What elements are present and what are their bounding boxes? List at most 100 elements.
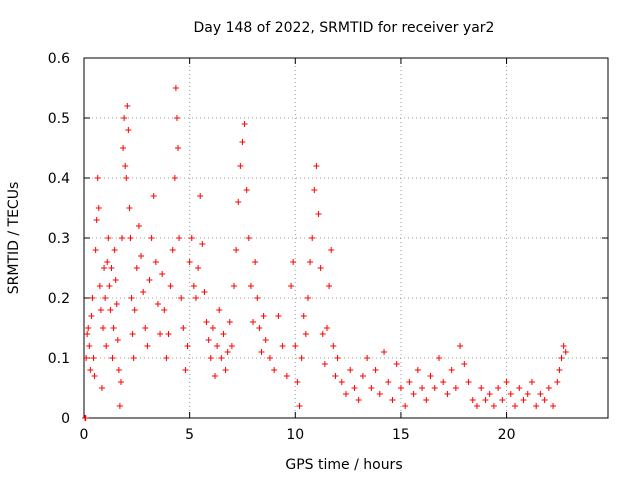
data-point [133, 265, 140, 271]
data-point [102, 295, 109, 301]
data-point [192, 295, 199, 301]
data-point [117, 379, 124, 385]
data-point [359, 373, 366, 379]
data-point [112, 277, 119, 283]
data-point [402, 403, 409, 409]
data-point [465, 379, 472, 385]
data-point [330, 343, 337, 349]
data-point [545, 385, 552, 391]
data-point [503, 379, 510, 385]
data-point [176, 235, 183, 241]
data-point [252, 259, 259, 265]
data-point [172, 85, 179, 91]
data-point [131, 307, 138, 313]
data-point [376, 391, 383, 397]
data-point [173, 115, 180, 121]
data-point [104, 259, 111, 265]
data-point [108, 265, 115, 271]
data-point [440, 379, 447, 385]
data-point [423, 397, 430, 403]
x-tick-label: 0 [80, 427, 89, 443]
data-point [157, 331, 164, 337]
data-point [82, 415, 89, 421]
data-point [266, 355, 273, 361]
data-point [499, 397, 506, 403]
data-point [516, 385, 523, 391]
data-point [135, 223, 142, 229]
data-point [235, 199, 242, 205]
data-point [397, 385, 404, 391]
data-point [372, 367, 379, 373]
y-tick-label: 0.4 [48, 171, 70, 187]
data-point [127, 235, 134, 241]
x-tick-label: 20 [498, 427, 516, 443]
data-point [182, 367, 189, 373]
data-point [368, 385, 375, 391]
data-point [96, 283, 103, 289]
data-point [495, 385, 502, 391]
data-point [125, 127, 132, 133]
data-point [178, 295, 185, 301]
data-point [203, 319, 210, 325]
data-point [231, 283, 238, 289]
data-point [121, 115, 128, 121]
data-point [528, 379, 535, 385]
data-point [128, 295, 135, 301]
y-tick-label: 0.6 [48, 51, 70, 67]
data-point [507, 391, 514, 397]
data-point [124, 103, 131, 109]
data-point [560, 343, 567, 349]
data-point [558, 355, 565, 361]
data-point [474, 403, 480, 409]
data-point [224, 349, 231, 355]
data-point [393, 361, 400, 367]
data-point [482, 397, 489, 403]
data-point [222, 367, 229, 373]
axis-ticks: 0 5 10 15 20 0 0.1 0.2 0.3 0.4 0.5 0.6 [48, 51, 608, 443]
data-point [150, 193, 157, 199]
data-point [328, 247, 335, 253]
data-point [254, 295, 261, 301]
data-point [94, 175, 101, 181]
data-point [214, 343, 221, 349]
data-point [292, 343, 299, 349]
data-point [123, 175, 130, 181]
data-point [146, 277, 153, 283]
data-point [296, 403, 303, 409]
data-point [478, 385, 485, 391]
data-point [427, 373, 434, 379]
data-point [457, 343, 464, 349]
data-point [89, 295, 96, 301]
data-point [126, 205, 133, 211]
data-point [435, 355, 442, 361]
data-point [309, 235, 316, 241]
data-point [524, 391, 531, 397]
data-point [83, 355, 90, 361]
data-point [218, 355, 225, 361]
data-point [111, 247, 118, 253]
data-point [256, 325, 263, 331]
data-point [88, 313, 95, 319]
data-point [180, 325, 187, 331]
data-point [537, 391, 544, 397]
data-point [304, 295, 311, 301]
data-point [332, 373, 339, 379]
data-point [262, 337, 269, 343]
data-point [140, 289, 147, 295]
data-point [130, 355, 137, 361]
data-point [199, 241, 206, 247]
data-point [307, 259, 314, 265]
data-point [247, 283, 254, 289]
data-point [216, 307, 223, 313]
data-point [302, 331, 309, 337]
data-point [100, 325, 107, 331]
data-point [271, 367, 278, 373]
data-point [533, 403, 540, 409]
data-point [110, 325, 117, 331]
chart-title: Day 148 of 2022, SRMTID for receiver yar… [194, 20, 495, 36]
data-point [319, 331, 326, 337]
y-tick-label: 0.5 [48, 111, 70, 127]
y-tick-label: 0.1 [48, 351, 70, 367]
data-point [119, 235, 126, 241]
data-point [184, 343, 191, 349]
